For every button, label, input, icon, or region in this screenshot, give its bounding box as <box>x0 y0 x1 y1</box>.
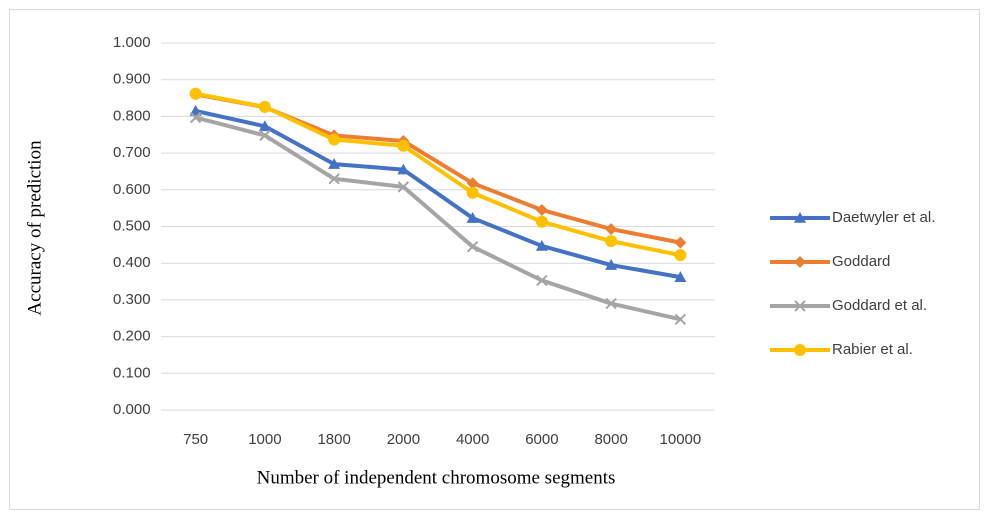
point <box>674 313 687 326</box>
point <box>328 158 341 169</box>
point <box>328 133 341 146</box>
legend-marker <box>794 256 806 268</box>
x-tick-label: 6000 <box>525 431 558 448</box>
y-tick-label: 0.300 <box>113 291 151 308</box>
point <box>605 223 618 236</box>
point <box>536 274 548 287</box>
y-tick-label: 0.100 <box>113 364 151 381</box>
y-tick-label: 0.500 <box>113 217 151 234</box>
point <box>466 177 479 190</box>
point <box>189 104 202 116</box>
y-axis-title: Accuracy of prediction <box>24 140 45 316</box>
point <box>397 163 410 175</box>
x-tick-label: 8000 <box>594 431 627 448</box>
x-tick-label: 1000 <box>248 431 281 448</box>
legend-label: Daetwyler et al. <box>832 209 935 226</box>
y-tick-label: 0.600 <box>113 181 151 198</box>
point <box>466 186 479 199</box>
legend-label: Goddard et al. <box>832 297 927 314</box>
legend-marker <box>794 344 806 356</box>
point <box>258 120 271 132</box>
point <box>328 173 340 185</box>
y-tick-label: 0.700 <box>113 144 151 161</box>
point <box>259 129 271 142</box>
point <box>535 203 548 216</box>
x-tick-label: 10000 <box>660 431 702 448</box>
point <box>466 212 479 223</box>
legend-label: Goddard <box>832 253 890 270</box>
point <box>605 297 617 310</box>
y-tick-label: 1.000 <box>113 34 151 51</box>
point <box>397 181 410 193</box>
point <box>397 139 410 152</box>
legend-marker <box>794 300 806 312</box>
legend-label: Rabier et al. <box>832 341 913 358</box>
point <box>605 235 618 248</box>
x-tick-label: 750 <box>183 431 208 448</box>
x-tick-label: 1800 <box>317 431 350 448</box>
legend-marker <box>794 212 806 223</box>
point <box>189 87 202 100</box>
point <box>674 271 687 282</box>
series-line <box>195 115 681 322</box>
point <box>189 111 202 124</box>
point <box>466 240 479 253</box>
y-tick-label: 0.200 <box>113 328 151 345</box>
y-tick-label: 0.400 <box>113 254 151 271</box>
point <box>535 215 548 228</box>
x-axis-title: Number of independent chromosome segment… <box>257 467 616 488</box>
point <box>605 259 618 270</box>
y-tick-label: 0.800 <box>113 107 151 124</box>
point <box>674 236 687 249</box>
x-tick-label: 2000 <box>387 431 420 448</box>
series-line <box>195 108 681 280</box>
y-tick-label: 0.000 <box>113 401 151 418</box>
x-tick-label: 4000 <box>456 431 489 448</box>
series-line <box>195 91 681 258</box>
point <box>258 100 271 113</box>
point <box>674 249 687 262</box>
y-tick-label: 0.900 <box>113 71 151 88</box>
point <box>535 239 548 251</box>
